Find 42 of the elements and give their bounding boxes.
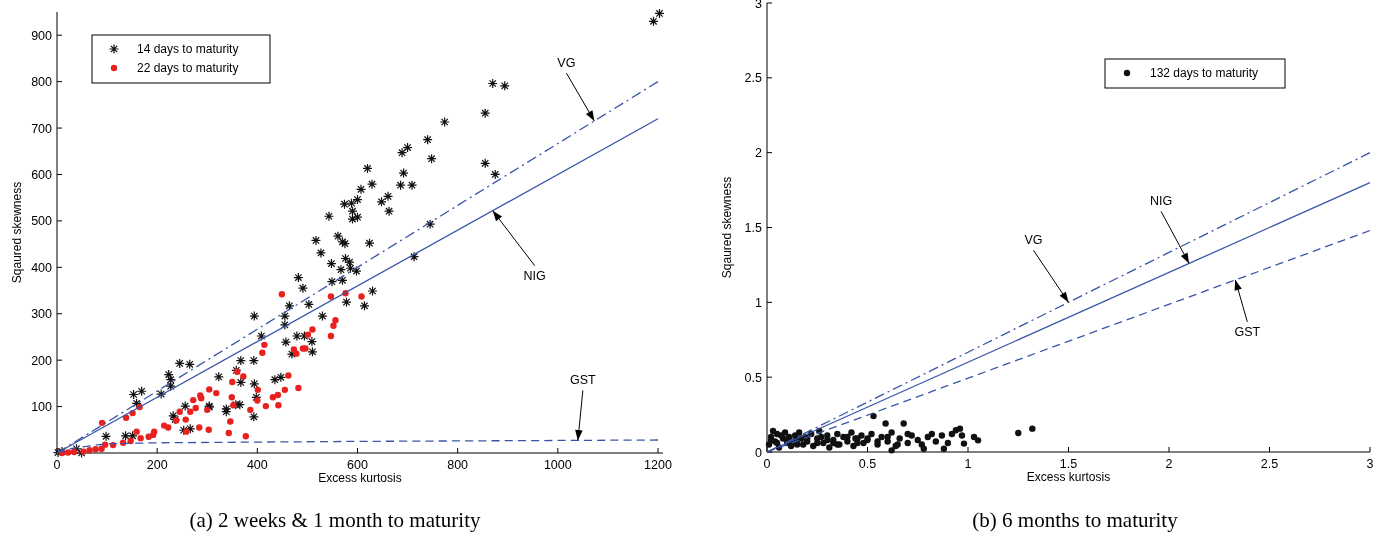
y-tick-label: 2 (755, 146, 763, 161)
text: (b) 6 months to maturity (972, 508, 1179, 532)
y-tick-label: 300 (31, 307, 53, 322)
x-axis-title: Excess kurtosis (318, 471, 402, 485)
x-tick-label: 3 (1366, 457, 1374, 471)
y-tick-label: 800 (31, 75, 53, 90)
x-tick-label: 0.5 (858, 457, 877, 471)
annotation: NIG (1149, 194, 1173, 209)
x-tick-label: 1.5 (1059, 457, 1078, 471)
legend-label: 132 days to maturity (1150, 66, 1259, 80)
y-tick-label: 200 (31, 353, 53, 368)
y-tick-label: 1 (755, 295, 763, 310)
legend-label: 14 days to maturity (137, 42, 239, 56)
text: (a) 2 weeks & 1 month to maturity (189, 508, 482, 532)
x-tick-label: 600 (347, 458, 368, 472)
legend-label: 22 days to maturity (137, 61, 239, 75)
y-tick-label: 500 (31, 214, 53, 229)
y-tick-label: 0 (755, 445, 763, 460)
x-tick-label: 2.5 (1260, 457, 1279, 471)
y-tick-label: 700 (31, 121, 53, 136)
x-axis-title: Excess kurtosis (1026, 470, 1111, 484)
y-tick-label: 2.5 (744, 71, 763, 86)
x-tick-label: 1200 (644, 458, 672, 472)
annotation: GST (1234, 324, 1261, 339)
y-tick-label: 600 (31, 167, 53, 182)
y-axis-title: Sqaured skewness (10, 181, 24, 284)
y-tick-label: 400 (31, 260, 53, 275)
y-tick-label: 1.5 (744, 221, 763, 235)
x-tick-label: 1 (964, 457, 972, 471)
annotation: GST (570, 373, 597, 388)
annotation: VG (1024, 233, 1043, 248)
x-tick-label: 1000 (543, 458, 572, 472)
annotation: VG (557, 56, 576, 71)
x-tick-label: 400 (246, 458, 268, 472)
y-tick-label: 0.5 (744, 370, 763, 385)
y-tick-label: 900 (31, 28, 53, 43)
x-tick-label: 200 (146, 458, 168, 472)
y-tick-label: 100 (31, 400, 53, 415)
annotation: NIG (523, 268, 546, 283)
y-axis-title: Sqaured skewness (720, 176, 734, 279)
x-tick-label: 800 (447, 458, 469, 472)
x-tick-label: 2 (1165, 457, 1173, 471)
